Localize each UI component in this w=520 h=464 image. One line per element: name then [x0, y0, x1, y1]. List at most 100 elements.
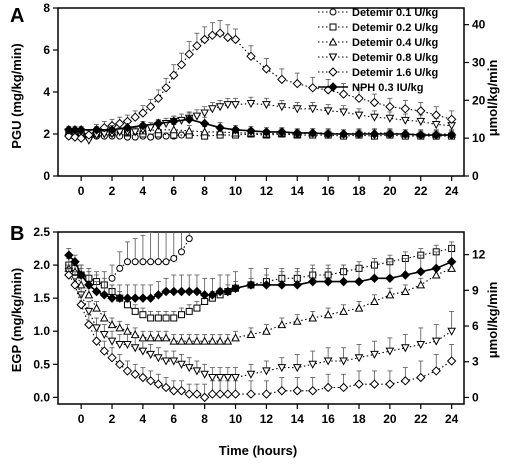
data-point	[162, 132, 170, 140]
data-point	[323, 310, 333, 319]
data-point	[130, 128, 140, 137]
data-point	[147, 314, 155, 322]
data-point	[169, 357, 179, 366]
data-point	[130, 369, 140, 379]
data-point	[115, 118, 125, 129]
data-point	[131, 307, 139, 315]
left-y-tick-label: 0.5	[33, 357, 50, 371]
right-y-tick-label: 3	[472, 355, 479, 369]
panel-b-series	[64, 232, 457, 403]
data-point	[385, 273, 395, 284]
series-detemir-0-1-u-kg	[65, 232, 193, 289]
data-point	[70, 280, 80, 290]
data-point	[64, 131, 74, 141]
right-y-tick-label: 9	[472, 283, 479, 297]
data-point	[169, 336, 179, 345]
right-y-tick-label: 30	[472, 55, 486, 69]
data-point	[70, 132, 80, 142]
data-point	[184, 286, 194, 297]
data-point	[447, 263, 456, 272]
data-point	[446, 356, 457, 366]
data-point	[199, 118, 210, 129]
series-nph-0-3-iu-kg	[64, 112, 457, 140]
data-point	[246, 389, 256, 399]
data-point	[292, 316, 302, 325]
legend-label: NPH 0.3 IU/kg	[352, 82, 424, 94]
x-tick-label: 10	[229, 412, 243, 426]
series-line	[68, 129, 452, 135]
data-point	[231, 101, 240, 110]
data-point	[154, 314, 162, 322]
data-point	[91, 125, 102, 135]
data-point	[185, 235, 193, 243]
data-point	[130, 112, 140, 122]
data-point	[207, 30, 218, 41]
data-point	[153, 93, 164, 104]
data-point	[170, 254, 178, 262]
data-point	[385, 101, 395, 112]
data-point	[115, 359, 125, 370]
data-point	[338, 129, 349, 139]
series-detemir-0-2-u-kg	[65, 241, 456, 322]
data-point	[192, 367, 202, 376]
data-point	[369, 129, 380, 139]
data-point	[292, 78, 302, 89]
panel-a-right-axis-title: μmol/kg/min	[485, 60, 500, 137]
data-point	[400, 129, 411, 139]
series-detemir-0-4-u-kg	[64, 261, 456, 345]
data-point	[370, 350, 379, 359]
data-point	[416, 372, 426, 383]
data-point	[292, 386, 302, 396]
data-point	[246, 370, 256, 379]
data-point	[70, 125, 80, 135]
data-point	[230, 389, 241, 399]
data-point	[161, 83, 171, 93]
data-point	[99, 313, 109, 322]
data-point	[277, 103, 287, 112]
data-point	[207, 290, 218, 300]
data-point	[123, 340, 132, 350]
data-point	[354, 354, 364, 363]
data-point	[145, 376, 156, 386]
data-point	[416, 280, 426, 289]
data-point	[416, 130, 426, 140]
data-point	[138, 347, 148, 356]
legend-marker	[328, 37, 338, 46]
data-point	[161, 333, 171, 342]
legend-label: Detemir 1.6 U/kg	[352, 67, 438, 79]
data-point	[447, 327, 456, 336]
data-point	[130, 293, 140, 303]
data-point	[223, 389, 233, 399]
data-point	[177, 360, 186, 369]
x-tick-label: 24	[445, 412, 459, 426]
data-point	[215, 336, 225, 345]
data-point	[385, 114, 395, 123]
data-point	[76, 125, 86, 135]
data-point	[169, 70, 179, 80]
x-tick-label: 22	[414, 412, 428, 426]
data-point	[184, 364, 194, 373]
left-y-tick-label: 2.5	[33, 225, 50, 239]
data-point	[400, 376, 411, 386]
data-point	[70, 257, 80, 267]
data-point	[184, 49, 194, 59]
data-point	[123, 258, 131, 266]
data-point	[91, 336, 102, 346]
left-y-tick-label: 2	[43, 127, 50, 141]
data-point	[185, 307, 193, 315]
data-point	[207, 389, 218, 399]
left-y-tick-label: 1.5	[33, 291, 50, 305]
data-point	[261, 127, 272, 137]
data-point	[215, 122, 225, 133]
data-point	[169, 125, 179, 134]
data-point	[385, 379, 395, 389]
panel-a-left-axis-title: PGU (mg/kg/min)	[9, 43, 24, 148]
x-tick-label: 6	[170, 412, 177, 426]
data-point	[431, 366, 441, 376]
data-point	[208, 374, 217, 383]
legend-marker	[328, 67, 338, 77]
data-point	[154, 333, 163, 342]
data-point	[169, 116, 179, 127]
data-point	[401, 344, 410, 353]
